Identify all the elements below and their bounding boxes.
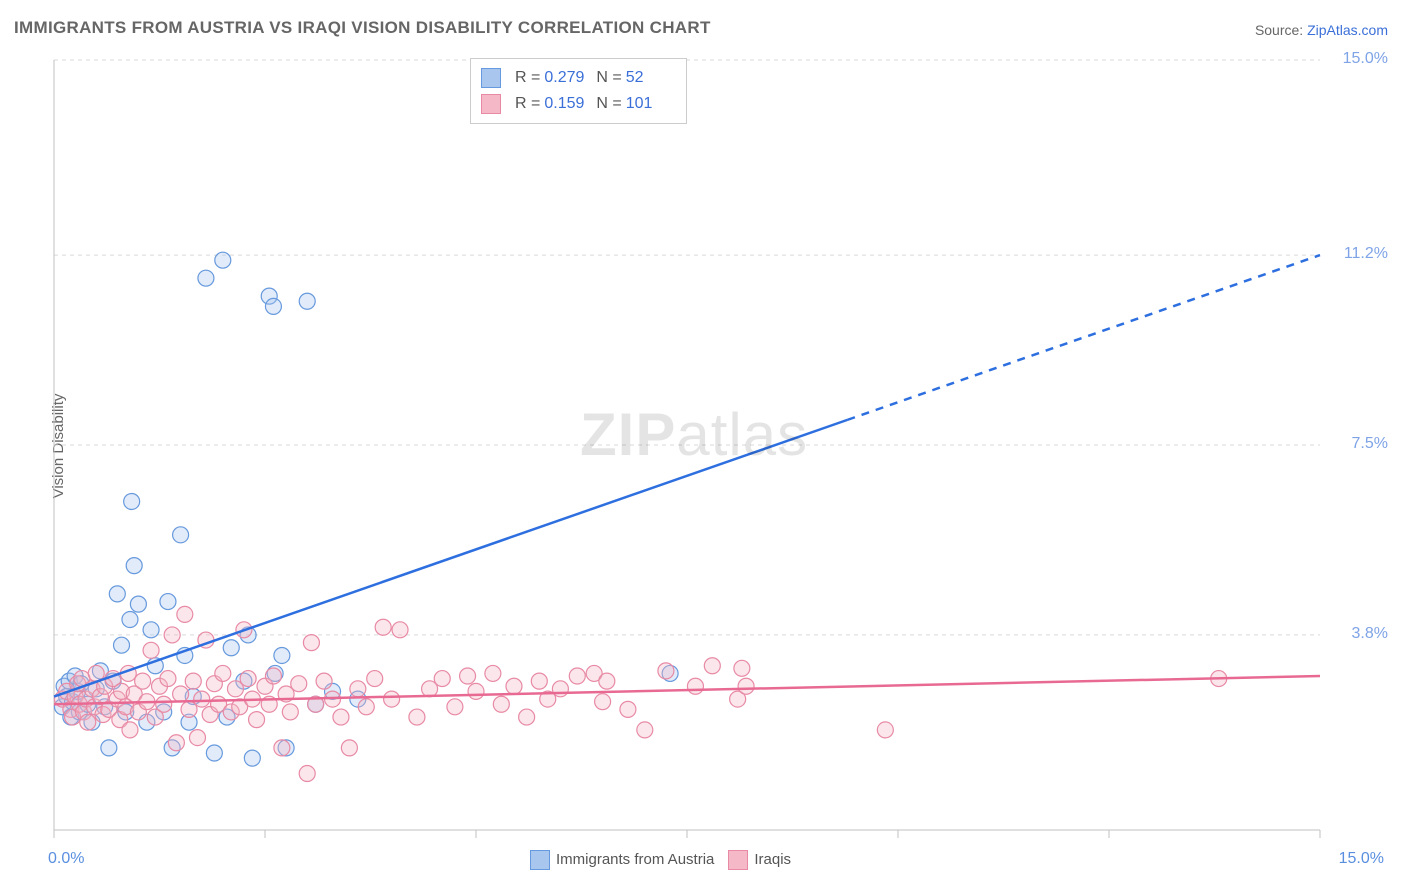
legend-row: R =0.159N =101 (481, 91, 672, 117)
legend-swatch (728, 850, 748, 870)
legend-item: Iraqis (728, 850, 791, 870)
legend-swatch (530, 850, 550, 870)
source-attribution: Source: ZipAtlas.com (1255, 22, 1388, 38)
legend-swatch (481, 68, 501, 88)
chart-title: IMMIGRANTS FROM AUSTRIA VS IRAQI VISION … (14, 18, 711, 38)
legend-stats: R =0.159N =101 (509, 95, 672, 113)
correlation-legend: R =0.279N =52 R =0.159N =101 (470, 58, 687, 124)
y-tick-label: 3.8% (1352, 625, 1388, 643)
legend-row: R =0.279N =52 (481, 65, 672, 91)
source-prefix: Source: (1255, 22, 1307, 38)
legend-swatch (481, 94, 501, 114)
series-legend: Immigrants from Austria Iraqis (530, 850, 791, 870)
x-axis-min-label: 0.0% (48, 850, 84, 868)
y-tick-label: 15.0% (1343, 50, 1388, 68)
legend-item: Immigrants from Austria (530, 850, 714, 870)
legend-stats: R =0.279N =52 (509, 69, 672, 87)
x-axis-max-label: 15.0% (1339, 850, 1384, 868)
y-tick-label: 11.2% (1344, 245, 1388, 263)
source-site: ZipAtlas.com (1307, 22, 1388, 38)
scatter-plot (50, 50, 1370, 840)
y-tick-label: 7.5% (1352, 435, 1388, 453)
